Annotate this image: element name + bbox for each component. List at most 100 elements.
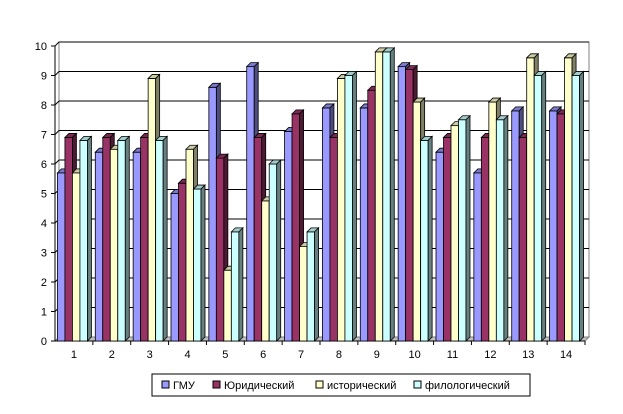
y-tick-label: 1 — [41, 307, 47, 319]
y-tick-label: 4 — [41, 218, 47, 230]
bar-front — [94, 151, 104, 342]
x-tick-label: 9 — [374, 349, 380, 361]
x-tick-label: 2 — [109, 349, 115, 361]
bar-side — [352, 70, 357, 342]
y-tick-label: 7 — [41, 130, 47, 142]
bar-side — [389, 46, 395, 342]
y-tick-label: 9 — [41, 71, 47, 83]
x-tick-label: 11 — [447, 349, 458, 361]
bar-front — [299, 246, 308, 342]
bar-front — [102, 137, 111, 342]
bar-front — [382, 51, 391, 342]
gridline — [54, 71, 60, 76]
bar-front — [397, 66, 407, 342]
bar-front — [344, 75, 353, 342]
bar-front — [473, 172, 482, 342]
bar-front — [109, 148, 119, 342]
x-tick-label: 12 — [484, 349, 496, 361]
bar-side — [465, 114, 471, 342]
bar-side — [124, 135, 130, 342]
gridline — [54, 41, 60, 47]
bar-front — [223, 269, 232, 342]
gridline — [54, 159, 60, 165]
bar-front — [117, 139, 126, 342]
bar-front — [571, 75, 580, 342]
bar-front — [193, 188, 202, 342]
bar-front — [329, 137, 338, 342]
bar-side — [162, 135, 168, 342]
x-tick-label: 6 — [260, 349, 266, 361]
bar-front — [405, 69, 414, 342]
bar-front — [140, 137, 149, 342]
legend-swatch — [315, 380, 324, 389]
bar-front — [367, 89, 376, 342]
y-tick-label: 2 — [41, 277, 47, 289]
legend-label: исторический — [327, 380, 396, 392]
bar-front — [215, 157, 225, 342]
x-tick-label: 4 — [184, 349, 190, 361]
bar-side — [87, 135, 92, 342]
bar-front — [374, 51, 384, 342]
y-tick-label: 5 — [41, 189, 47, 201]
bar-front — [480, 137, 490, 342]
bar-front — [458, 119, 467, 342]
gridline — [54, 130, 60, 135]
bar-front — [246, 66, 255, 342]
bar-side — [579, 70, 584, 342]
bar-front — [79, 139, 88, 342]
y-tick-label: 10 — [35, 41, 47, 53]
y-tick-label: 0 — [41, 336, 47, 348]
y-tick-label: 8 — [41, 100, 47, 112]
legend-label: Юридический — [224, 380, 294, 392]
bar-front — [495, 119, 505, 342]
bar-front — [268, 163, 278, 342]
bar-front — [533, 75, 543, 342]
bar-front — [57, 172, 66, 342]
bar-side — [314, 226, 319, 342]
bar-front — [435, 151, 444, 342]
bar-front — [253, 137, 263, 342]
bar-front — [322, 107, 331, 342]
x-tick-label: 3 — [147, 349, 153, 361]
gridline — [54, 100, 60, 106]
bar-front — [549, 110, 558, 342]
bar-front — [132, 151, 142, 342]
bar-front — [488, 101, 497, 342]
x-tick-label: 5 — [222, 349, 228, 361]
bar-front — [291, 113, 300, 342]
bar-front — [261, 200, 270, 342]
bar-front — [564, 57, 573, 342]
bar-front — [518, 137, 528, 342]
x-tick-label: 8 — [336, 349, 342, 361]
bar-front — [443, 137, 452, 342]
bar-side — [541, 70, 547, 342]
bar-front — [72, 172, 81, 342]
bar-front — [208, 86, 217, 342]
bar-side — [276, 159, 282, 342]
y-tick-label: 3 — [41, 248, 47, 260]
x-tick-label: 13 — [522, 349, 534, 361]
bar-front — [526, 57, 535, 342]
legend-label: филологический — [425, 380, 510, 392]
bar-front — [178, 182, 187, 342]
legend-swatch — [212, 380, 221, 389]
bar-front — [64, 137, 73, 342]
bar-front — [155, 139, 164, 342]
bar-side — [200, 184, 206, 342]
bar-front — [511, 110, 520, 342]
x-tick-label: 14 — [560, 349, 572, 361]
bar-side — [238, 226, 244, 342]
x-tick-label: 1 — [71, 349, 77, 361]
bar-front — [556, 113, 565, 342]
bar-front — [147, 78, 157, 342]
bar-front — [420, 139, 429, 342]
bar-front — [450, 125, 459, 342]
bar-front — [170, 193, 179, 342]
bar-front — [230, 231, 240, 342]
legend-swatch — [161, 380, 170, 389]
bar-front — [185, 148, 194, 342]
legend — [151, 373, 531, 397]
bar-front — [306, 231, 315, 342]
